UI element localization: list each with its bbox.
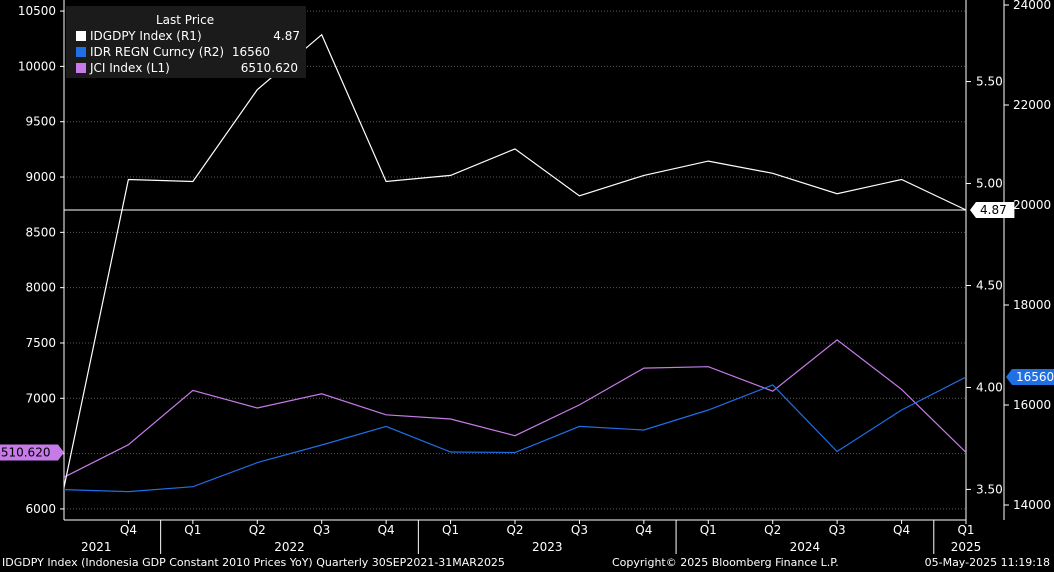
x-quarter-label: Q4	[635, 523, 652, 537]
right1-tick-label: 4.00	[976, 380, 1003, 394]
right1-tick-label: 5.50	[976, 75, 1003, 89]
series-line-right2	[63, 376, 967, 493]
right2-tick-label: 20000	[1013, 198, 1051, 212]
legend-label: IDGDPY Index (R1)	[90, 29, 202, 43]
x-quarter-label: Q2	[506, 523, 523, 537]
footer-timestamp: 05-May-2025 11:19:18	[924, 556, 1050, 569]
gdp-last-tag: 4.87	[980, 203, 1007, 217]
left-tick-label: 10500	[18, 4, 56, 18]
x-quarter-label: Q1	[700, 523, 717, 537]
right2-tick-label: 24000	[1013, 0, 1051, 12]
x-quarter-label: Q1	[957, 523, 974, 537]
left-tick-label: 9500	[25, 115, 56, 129]
legend-swatch	[76, 31, 86, 41]
legend-value: 16560	[231, 45, 270, 59]
x-year-label: 2021	[81, 540, 112, 554]
x-year-label: 2023	[532, 540, 563, 554]
legend-header: Last Price	[156, 13, 215, 27]
x-year-label: 2024	[790, 540, 821, 554]
x-year-label: 2025	[951, 540, 982, 554]
left-tick-label: 8500	[25, 225, 56, 239]
right1-tick-label: 3.50	[976, 482, 1003, 496]
footer-description: IDGDPY Index (Indonesia GDP Constant 201…	[2, 556, 505, 569]
x-quarter-label: Q3	[571, 523, 588, 537]
jci-last-tag: 6510.620	[0, 445, 50, 459]
left-tick-label: 9000	[25, 170, 56, 184]
x-quarter-label: Q2	[764, 523, 781, 537]
x-quarter-label: Q2	[249, 523, 266, 537]
series-line-right1	[63, 33, 967, 488]
right1-tick-label: 5.00	[976, 177, 1003, 191]
x-quarter-label: Q3	[829, 523, 846, 537]
legend-item-jci: JCI Index (L1) 6510.620	[76, 60, 304, 76]
legend-label: IDR REGN Curncy (R2)	[90, 45, 225, 59]
right2-tick-label: 22000	[1013, 98, 1051, 112]
legend-label: JCI Index (L1)	[90, 61, 170, 75]
x-quarter-label: Q1	[184, 523, 201, 537]
right2-tick-label: 14000	[1013, 498, 1051, 512]
x-year-label: 2022	[274, 540, 305, 554]
left-tick-label: 6000	[25, 502, 56, 516]
idr-last-tag-bg	[1006, 369, 1054, 385]
jci-last-tag-bg	[0, 444, 64, 461]
x-quarter-label: Q1	[442, 523, 459, 537]
legend-swatch	[76, 63, 86, 73]
x-quarter-label: Q4	[120, 523, 137, 537]
right2-tick-label: 18000	[1013, 298, 1051, 312]
left-tick-label: 7500	[25, 336, 56, 350]
footer-copyright: Copyright© 2025 Bloomberg Finance L.P.	[612, 556, 839, 569]
idr-last-tag: 16560	[1016, 370, 1054, 384]
legend-value: 6510.620	[240, 61, 298, 75]
x-quarter-label: Q3	[313, 523, 330, 537]
legend-value: 4.87	[273, 29, 300, 43]
legend-swatch	[76, 47, 86, 57]
right2-tick-label: 16000	[1013, 398, 1051, 412]
legend: Last Price IDGDPY Index (R1) 4.87 IDR RE…	[66, 6, 306, 78]
series-line-left	[63, 339, 967, 478]
legend-item-idr: IDR REGN Curncy (R2) 16560	[76, 44, 304, 60]
x-quarter-label: Q4	[893, 523, 910, 537]
left-tick-label: 10000	[18, 59, 56, 73]
legend-item-gdp: IDGDPY Index (R1) 4.87	[76, 28, 304, 44]
left-tick-label: 8000	[25, 281, 56, 295]
gdp-last-tag-bg	[970, 202, 1015, 219]
x-quarter-label: Q4	[378, 523, 395, 537]
right1-tick-label: 4.50	[976, 278, 1003, 292]
left-tick-label: 7000	[25, 391, 56, 405]
